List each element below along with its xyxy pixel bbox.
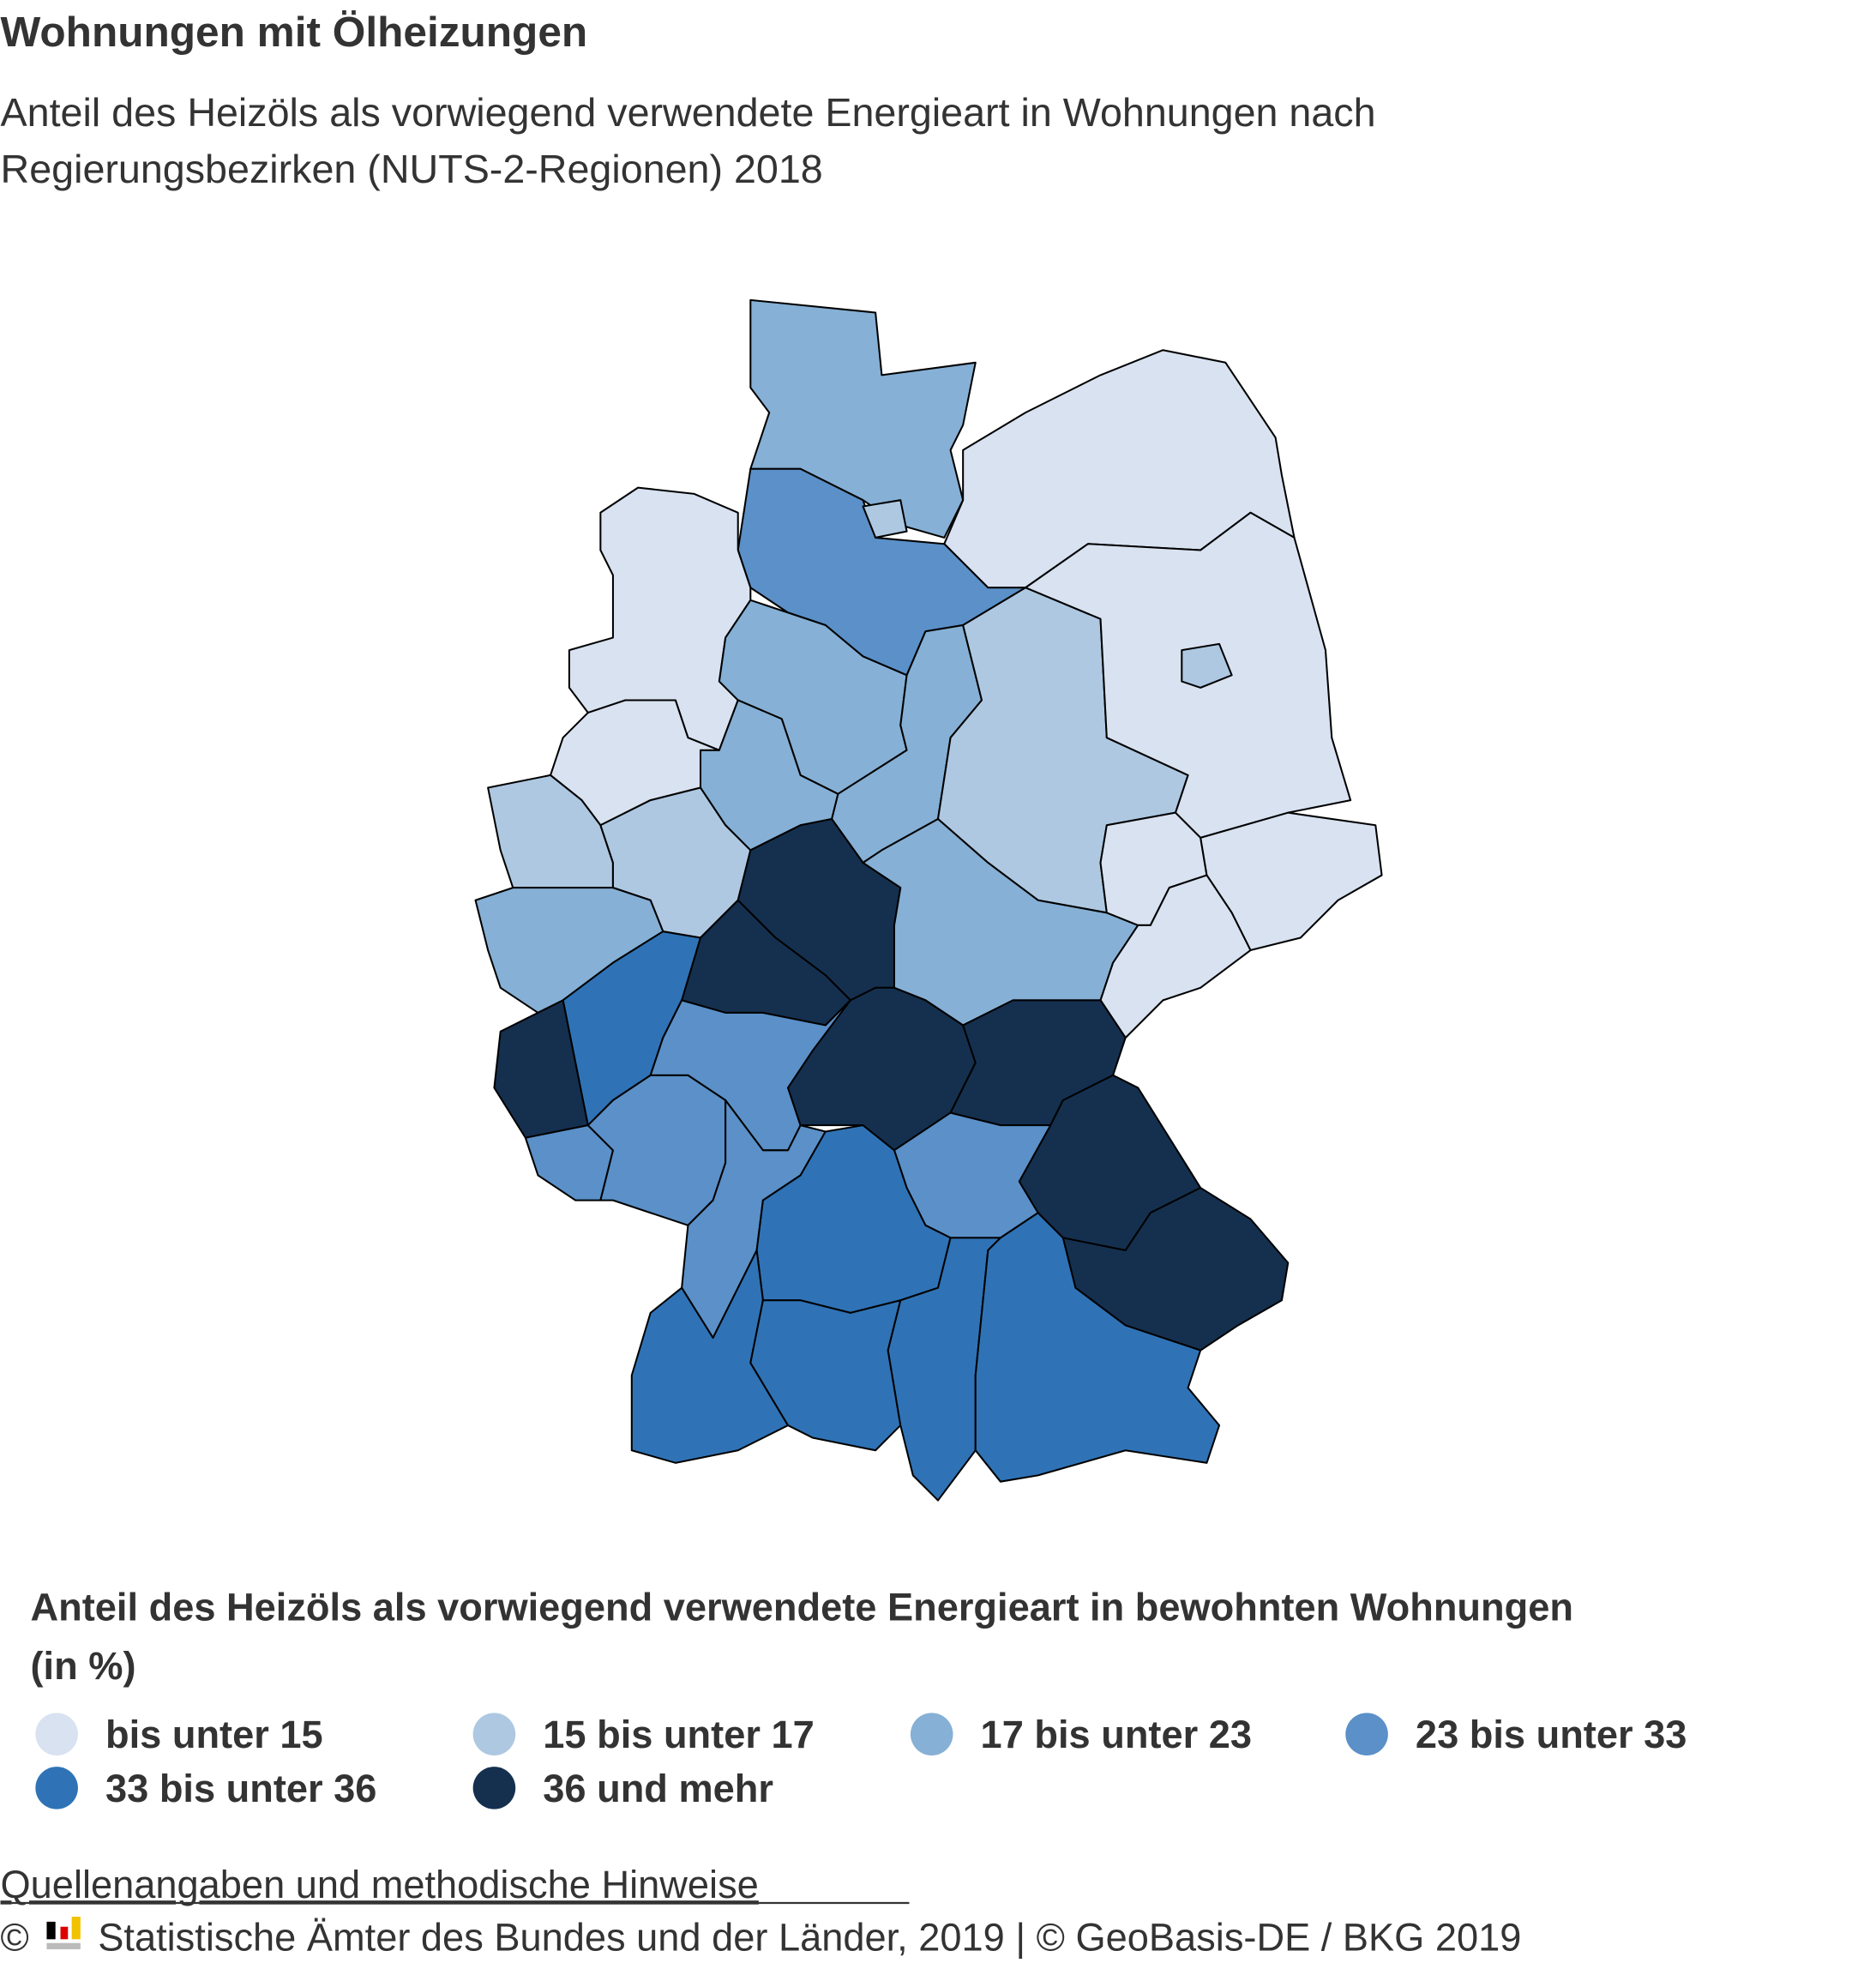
- legend-title: (in %): [31, 1644, 136, 1688]
- legend-label: 33 bis unter 36: [105, 1767, 376, 1810]
- copyright: Statistische Ämter des Bundes und der Lä…: [98, 1915, 1521, 1959]
- map: [474, 298, 1383, 1502]
- region: [1181, 642, 1233, 689]
- legend-label: bis unter 15: [105, 1713, 323, 1756]
- legend-swatch: [472, 1767, 516, 1809]
- source-link[interactable]: Quellenangaben und methodische Hinweise: [1, 1863, 759, 1906]
- legend-label: 36 und mehr: [543, 1767, 773, 1810]
- legend: bis unter 15 15 bis unter 17 17 bis unter …: [35, 1713, 1687, 1810]
- copyright-symbol: ©: [1, 1915, 29, 1959]
- legend-swatch: [1345, 1713, 1388, 1755]
- logo: [46, 1917, 81, 1949]
- region: [1061, 1187, 1290, 1352]
- legend-swatch: [35, 1713, 78, 1755]
- subtitle: Anteil des Heizöls als vorwiegend verwen…: [1, 90, 1376, 135]
- subtitle: Regierungsbezirken (NUTS-2-Regionen) 201…: [1, 147, 823, 191]
- legend-label: 23 bis unter 33: [1416, 1713, 1687, 1756]
- region: [749, 298, 977, 539]
- legend-swatch: [910, 1713, 953, 1755]
- legend-label: 17 bis unter 23: [981, 1713, 1252, 1756]
- legend-title: Anteil des Heizöls als vorwiegend verwen…: [31, 1586, 1573, 1629]
- region: [862, 499, 908, 539]
- region: [493, 999, 589, 1139]
- legend-swatch: [472, 1713, 516, 1755]
- legend-label: 15 bis unter 17: [543, 1713, 814, 1756]
- legend-swatch: [35, 1767, 78, 1809]
- region: [1099, 874, 1252, 1039]
- region: [974, 1212, 1221, 1483]
- title: Wohnungen mit Ölheizungen: [1, 8, 588, 56]
